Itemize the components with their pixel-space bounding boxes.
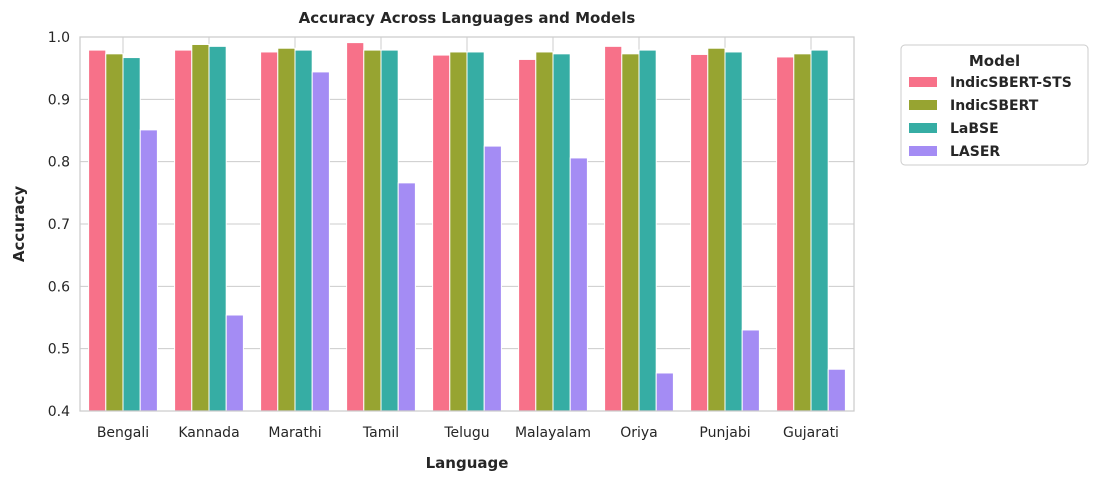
x-tick-label: Bengali [97, 425, 149, 441]
bar-indicsbert-tamil [363, 49, 382, 412]
bar-indicsbert-gujarati [793, 53, 812, 412]
bar-indicsbert-malayalam [535, 51, 554, 412]
x-tick-label: Gujarati [783, 425, 839, 441]
bar-indicsbert-sts-punjabi [690, 53, 709, 412]
legend-entry: IndicSBERT [950, 98, 1039, 114]
x-tick-label: Tamil [362, 425, 399, 441]
y-tick-label: 1.0 [48, 30, 70, 46]
legend-title: Model [969, 52, 1020, 70]
y-tick-label: 0.6 [48, 279, 70, 295]
bar-indicsbert-sts-tamil [346, 42, 365, 412]
x-axis-label: Language [426, 454, 509, 472]
y-tick-label: 0.8 [48, 155, 70, 171]
bar-indicsbert-sts-kannada [174, 49, 193, 412]
legend: Model IndicSBERT-STS IndicSBERT LaBSE LASER [900, 44, 1089, 166]
bar-labse-telugu [466, 51, 485, 412]
legend-swatch [909, 77, 937, 87]
bar-indicsbert-sts-telugu [432, 54, 451, 412]
x-tick-label: Telugu [443, 425, 489, 441]
bar-indicsbert-sts-malayalam [518, 58, 537, 412]
bar-labse-malayalam [552, 53, 571, 412]
plot-frame [79, 36, 855, 412]
bar-labse-bengali [122, 57, 141, 412]
bar-laser-kannada [225, 314, 244, 412]
bar-indicsbert-oriya [621, 53, 640, 412]
legend-swatch [909, 123, 937, 133]
y-tick-labels: 0.4 0.5 0.6 0.7 0.8 0.9 1.0 [48, 30, 70, 420]
bar-laser-gujarati [827, 368, 846, 412]
x-tick-label: Punjabi [699, 425, 750, 441]
x-tick-label: Marathi [268, 425, 321, 441]
y-axis-label: Accuracy [10, 186, 28, 262]
bar-laser-tamil [397, 182, 416, 412]
x-tick-label: Oriya [620, 425, 658, 441]
bar-labse-gujarati [810, 49, 829, 412]
bar-labse-marathi [294, 49, 313, 412]
bar-indicsbert-punjabi [707, 47, 726, 412]
y-tick-label: 0.9 [48, 92, 70, 108]
y-tick-label: 0.7 [48, 217, 70, 233]
bar-indicsbert-kannada [191, 43, 210, 412]
bar-laser-malayalam [569, 157, 588, 412]
bar-indicsbert-marathi [277, 47, 296, 412]
y-tick-label: 0.4 [48, 404, 70, 420]
bar-laser-punjabi [741, 329, 760, 412]
bar-laser-bengali [139, 129, 158, 412]
bar-labse-punjabi [724, 51, 743, 412]
bar-labse-kannada [208, 45, 227, 412]
bar-indicsbert-sts-marathi [260, 51, 279, 412]
y-tick-label: 0.5 [48, 342, 70, 358]
bar-indicsbert-sts-bengali [88, 49, 107, 412]
bar-indicsbert-telugu [449, 51, 468, 412]
x-tick-labels: Bengali Kannada Marathi Tamil Telugu Malayala… [97, 425, 839, 441]
bar-laser-marathi [311, 71, 330, 412]
x-tick-label: Kannada [178, 425, 239, 441]
x-tick-label: Malayalam [515, 425, 591, 441]
legend-box [900, 44, 1089, 166]
bar-indicsbert-sts-oriya [604, 45, 623, 412]
chart-title: Accuracy Across Languages and Models [299, 9, 636, 27]
legend-entry: LaBSE [950, 121, 999, 137]
bar-laser-telugu [483, 145, 502, 412]
bars [88, 42, 846, 412]
bar-laser-oriya [655, 372, 674, 412]
bar-indicsbert-sts-gujarati [776, 56, 795, 412]
legend-swatch [909, 146, 937, 156]
bar-labse-oriya [638, 49, 657, 412]
bar-labse-tamil [380, 49, 399, 412]
bar-indicsbert-bengali [105, 53, 124, 412]
legend-swatch [909, 100, 937, 110]
legend-entry: IndicSBERT-STS [950, 75, 1072, 91]
legend-entry: LASER [950, 144, 1000, 160]
